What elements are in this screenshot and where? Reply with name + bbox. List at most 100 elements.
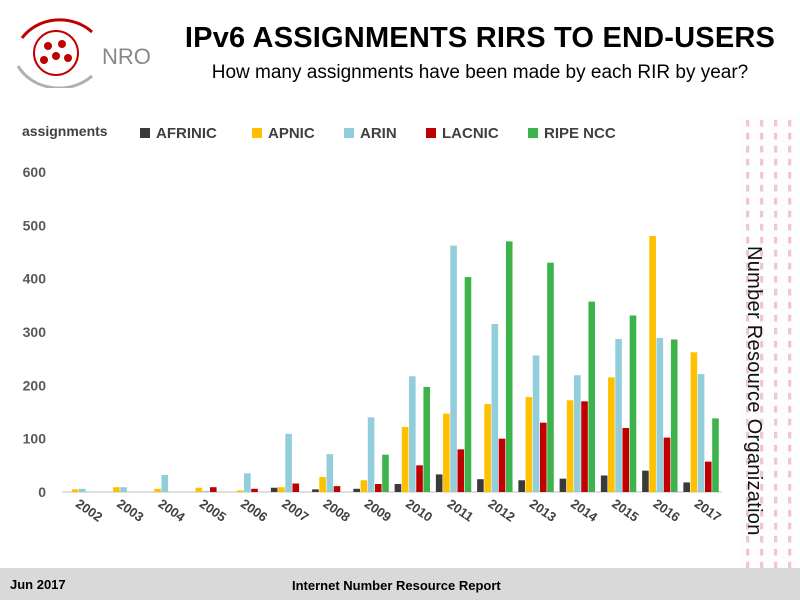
bar <box>423 386 431 492</box>
logo-text: NRO <box>102 44 151 69</box>
bar <box>251 488 258 492</box>
y-axis-label: assignments <box>22 123 108 139</box>
logo-arc-bottom <box>16 65 93 88</box>
bar <box>505 241 513 492</box>
bar <box>202 490 210 492</box>
bar <box>71 489 79 492</box>
bar <box>491 324 499 492</box>
x-tick-label: 2012 <box>486 496 518 525</box>
bar <box>195 487 203 492</box>
bar <box>443 413 450 492</box>
bar <box>539 422 547 492</box>
bar <box>161 474 169 492</box>
x-tick-label: 2003 <box>114 496 146 525</box>
bar <box>285 433 292 492</box>
x-tick-label: 2008 <box>321 496 353 525</box>
x-tick-label: 2002 <box>73 496 105 525</box>
bar <box>588 301 596 492</box>
page-subtitle: How many assignments have been made by e… <box>211 62 749 83</box>
x-tick-label: 2011 <box>445 496 477 524</box>
bar <box>663 437 671 492</box>
bar <box>670 339 678 492</box>
bar <box>581 401 588 492</box>
footer-bar: Jun 2017 Internet Number Resource Report <box>0 568 800 600</box>
logo-arc-top <box>20 18 94 39</box>
bar <box>450 245 457 492</box>
bar <box>401 426 409 492</box>
y-tick-label: 400 <box>23 271 47 287</box>
nro-logo: NRO <box>16 18 151 88</box>
footer-date: Jun 2017 <box>10 577 66 592</box>
bar <box>683 482 690 492</box>
legend-swatch <box>140 128 150 138</box>
logo-ring <box>33 30 79 76</box>
legend-label: LACNIC <box>442 125 499 142</box>
x-tick-label: 2014 <box>568 496 601 525</box>
bar <box>79 488 86 492</box>
bar <box>629 315 637 492</box>
bar-chart: 0 100 200 300 400 500 600 assignments AFRINIC APN… <box>22 123 724 525</box>
x-tick-label: 2017 <box>692 496 724 525</box>
bar <box>712 418 719 492</box>
bar <box>484 404 491 492</box>
bar <box>353 488 360 492</box>
bar <box>622 428 630 492</box>
bar <box>704 461 712 492</box>
x-tick-label: 2005 <box>197 496 229 525</box>
bar <box>360 480 368 492</box>
x-tick-label: 2010 <box>403 496 435 525</box>
y-tick-label: 600 <box>23 164 47 180</box>
legend-swatch <box>252 128 262 138</box>
bar <box>416 465 423 492</box>
bar <box>244 473 251 492</box>
bar <box>435 474 443 492</box>
bar <box>518 480 525 492</box>
legend-label: ARIN <box>360 125 397 142</box>
legend-swatch <box>344 128 354 138</box>
y-tick-label: 300 <box>23 324 47 340</box>
bar <box>120 487 127 492</box>
bar <box>532 355 540 492</box>
bar <box>270 487 278 492</box>
bar <box>312 489 319 492</box>
y-tick-label: 0 <box>38 484 46 500</box>
bar <box>615 338 622 492</box>
bar <box>498 438 506 492</box>
sidebar-panel: ▮▮▮▮▮▮▮▮▮▮▮▮▮▮▮▮▮▮▮▮▮▮▮▮▮▮▮▮▮▮▮▮▮▮▮▮▮▮ ▮… <box>738 116 800 568</box>
x-tick-label: 2015 <box>609 496 641 525</box>
x-tick-label: 2009 <box>362 496 394 525</box>
bar <box>154 488 161 492</box>
bar <box>326 454 334 492</box>
bar <box>457 449 465 492</box>
legend-label: AFRINIC <box>156 125 217 142</box>
x-tick-label: 2016 <box>651 496 683 525</box>
bar <box>642 470 649 492</box>
bar <box>559 478 567 492</box>
sidebar-watermark: ▮▮▮▮▮▮▮▮▮▮▮▮▮▮▮▮▮▮▮▮▮▮▮▮▮▮▮▮▮▮▮▮▮▮▮▮▮▮ <box>754 116 766 568</box>
y-tick-label: 200 <box>23 377 47 393</box>
bar <box>236 490 244 492</box>
bar <box>333 486 341 492</box>
page-title: IPv6 ASSIGNMENTS RIRS TO END-USERS <box>184 22 776 54</box>
x-tick-label: 2004 <box>156 496 189 525</box>
bar <box>113 487 120 492</box>
bar <box>319 477 326 492</box>
sidebar-watermark: ▮▮▮▮▮▮▮▮▮▮▮▮▮▮▮▮▮▮▮▮▮▮▮▮▮▮▮▮▮▮▮▮▮▮▮▮▮▮ <box>768 116 780 568</box>
y-tick-label: 100 <box>23 431 47 447</box>
legend-swatch <box>426 128 436 138</box>
sidebar-watermark: ▮▮▮▮▮▮▮▮▮▮▮▮▮▮▮▮▮▮▮▮▮▮▮▮▮▮▮▮▮▮▮▮▮▮▮▮▮▮ <box>740 116 752 568</box>
bar <box>209 487 217 492</box>
bar <box>547 262 554 492</box>
y-tick-label: 500 <box>23 217 47 233</box>
x-tick-label: 2006 <box>238 496 270 525</box>
bar <box>374 484 382 492</box>
bar <box>600 475 608 492</box>
bar <box>394 484 402 492</box>
bar <box>464 277 472 492</box>
bar <box>292 483 300 492</box>
bar <box>574 375 581 492</box>
bar <box>690 352 698 492</box>
bar <box>656 337 664 492</box>
bar <box>477 479 484 492</box>
x-tick-label: 2007 <box>279 496 311 525</box>
